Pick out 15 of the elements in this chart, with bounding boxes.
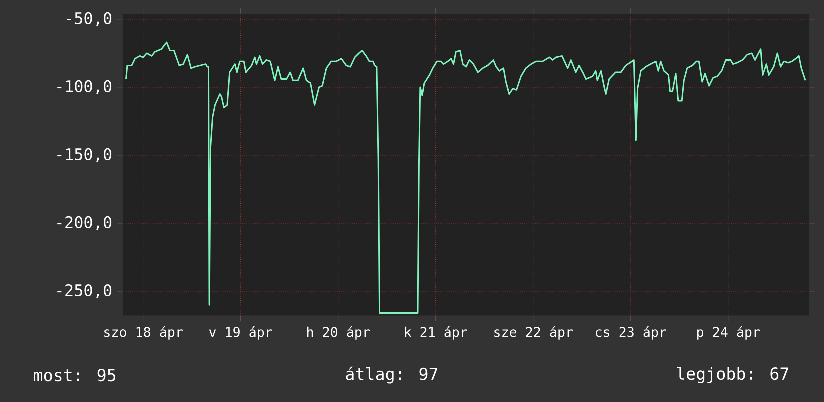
y-tick-label: -150,0 <box>58 148 112 163</box>
y-tick-label: -50,0 <box>67 12 112 26</box>
x-tick-label: h 20 ápr <box>308 326 370 340</box>
x-tick-label: szo 18 ápr <box>104 326 183 340</box>
y-tick-label: -100,0 <box>58 80 112 95</box>
x-tick-label: sze 22 ápr <box>494 326 574 340</box>
text: legjobb: 67 <box>677 367 788 384</box>
x-tick-label: p 24 ápr <box>698 326 760 340</box>
y-tick-label: -200,0 <box>58 216 112 231</box>
x-tick-label: cs 23 ápr <box>596 326 667 340</box>
x-tick-label: k 21 ápr <box>405 326 468 340</box>
text: most: 95 <box>34 369 116 382</box>
x-tick-label: v 19 ápr <box>209 326 272 340</box>
text: átlag: 97 <box>346 366 438 384</box>
y-tick-label: -250,0 <box>58 284 112 299</box>
